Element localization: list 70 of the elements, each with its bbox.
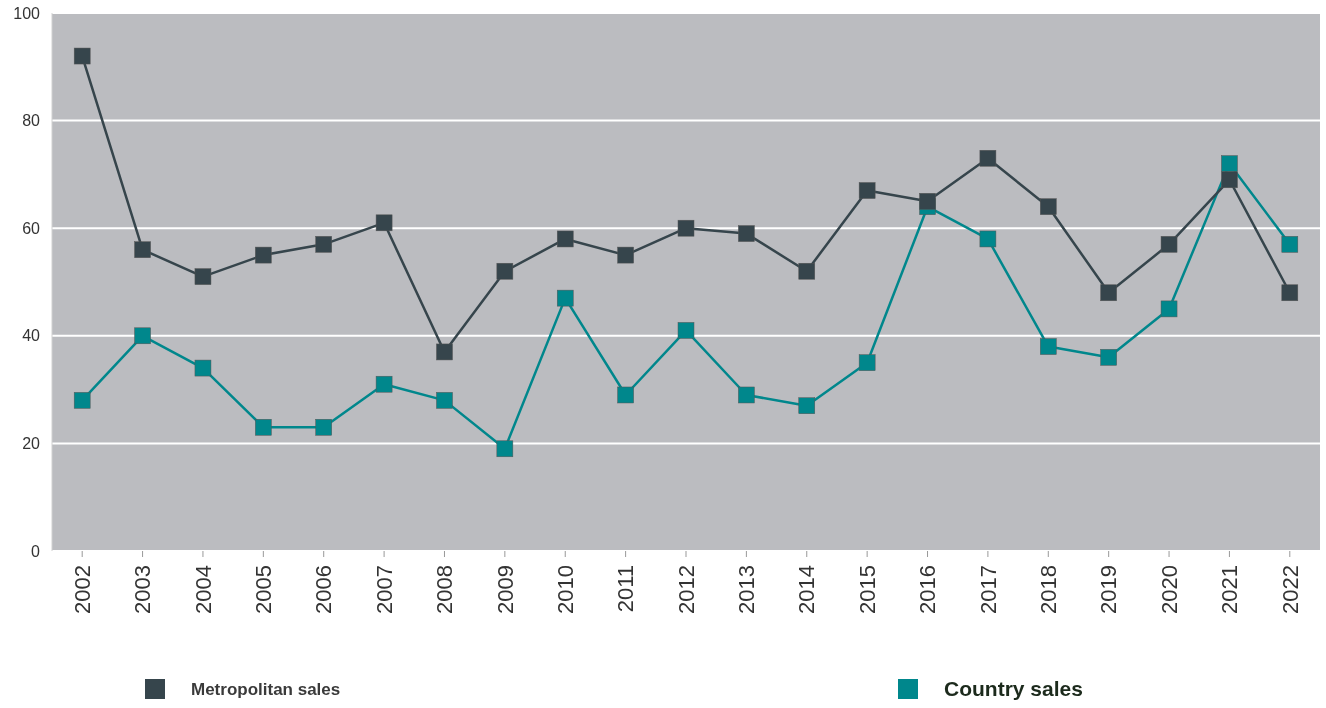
x-tick-label: 2002	[69, 565, 95, 614]
x-tick-label: 2011	[613, 565, 639, 613]
point	[858, 354, 876, 371]
y-tick-label: 80	[22, 112, 41, 130]
point	[919, 193, 936, 210]
x-tick-label: 2009	[492, 565, 518, 614]
x-tick-label: 2020	[1156, 565, 1182, 614]
point	[1221, 155, 1238, 172]
point	[194, 359, 212, 377]
point	[1281, 284, 1299, 302]
x-tick-label: 2018	[1035, 565, 1061, 614]
point	[73, 47, 91, 65]
x-tick-label: 2013	[734, 565, 760, 614]
point	[436, 392, 453, 409]
x-tick-label: 2006	[311, 565, 337, 614]
point	[134, 241, 151, 258]
y-tick-label: 40	[22, 327, 41, 345]
x-tick-label: 2004	[190, 565, 216, 614]
point	[979, 230, 997, 248]
point	[798, 397, 816, 414]
point	[255, 246, 272, 264]
point	[1281, 236, 1299, 253]
point	[1160, 236, 1178, 253]
point	[496, 440, 514, 458]
x-tick-label: 2022	[1277, 565, 1303, 614]
point	[496, 262, 514, 280]
y-tick-label: 20	[22, 435, 41, 452]
x-tick-label: 2012	[673, 565, 699, 614]
point	[617, 246, 634, 264]
x-tick-label: 2010	[552, 565, 578, 614]
point	[375, 375, 393, 393]
point	[1221, 171, 1238, 189]
x-tick-label: 2003	[130, 565, 156, 614]
point	[677, 322, 695, 339]
point	[556, 289, 574, 307]
legend-label: Country sales	[944, 677, 1083, 701]
point	[556, 230, 574, 248]
point	[1100, 349, 1117, 366]
point	[73, 392, 91, 409]
point	[315, 419, 332, 436]
point	[677, 219, 695, 237]
point	[436, 343, 453, 361]
legend-label: Metropolitan sales	[191, 679, 341, 699]
x-tick-label: 2017	[975, 565, 1001, 614]
point	[1160, 300, 1178, 318]
y-tick-label: 0	[31, 542, 41, 560]
x-tick-label: 2019	[1096, 565, 1122, 614]
point	[1040, 338, 1057, 355]
x-tick-label: 2015	[854, 565, 880, 614]
point	[798, 262, 816, 280]
point	[979, 150, 997, 167]
y-tick-label: 100	[13, 4, 41, 22]
x-tick-label: 2007	[371, 565, 397, 614]
point	[1040, 198, 1057, 215]
point	[375, 214, 393, 232]
y-tick-label: 60	[22, 219, 41, 237]
x-tick-label: 2021	[1217, 565, 1243, 614]
x-tick-label: 2008	[432, 565, 458, 614]
point	[194, 268, 212, 285]
x-tick-label: 2005	[251, 565, 277, 614]
point	[1100, 284, 1117, 302]
x-tick-label: 2014	[794, 565, 820, 614]
point	[617, 386, 634, 404]
point	[255, 419, 272, 436]
point	[315, 236, 332, 253]
point	[134, 327, 151, 345]
point	[738, 225, 755, 242]
x-tick-label: 2016	[915, 565, 941, 614]
point	[738, 386, 755, 404]
point	[858, 182, 876, 199]
